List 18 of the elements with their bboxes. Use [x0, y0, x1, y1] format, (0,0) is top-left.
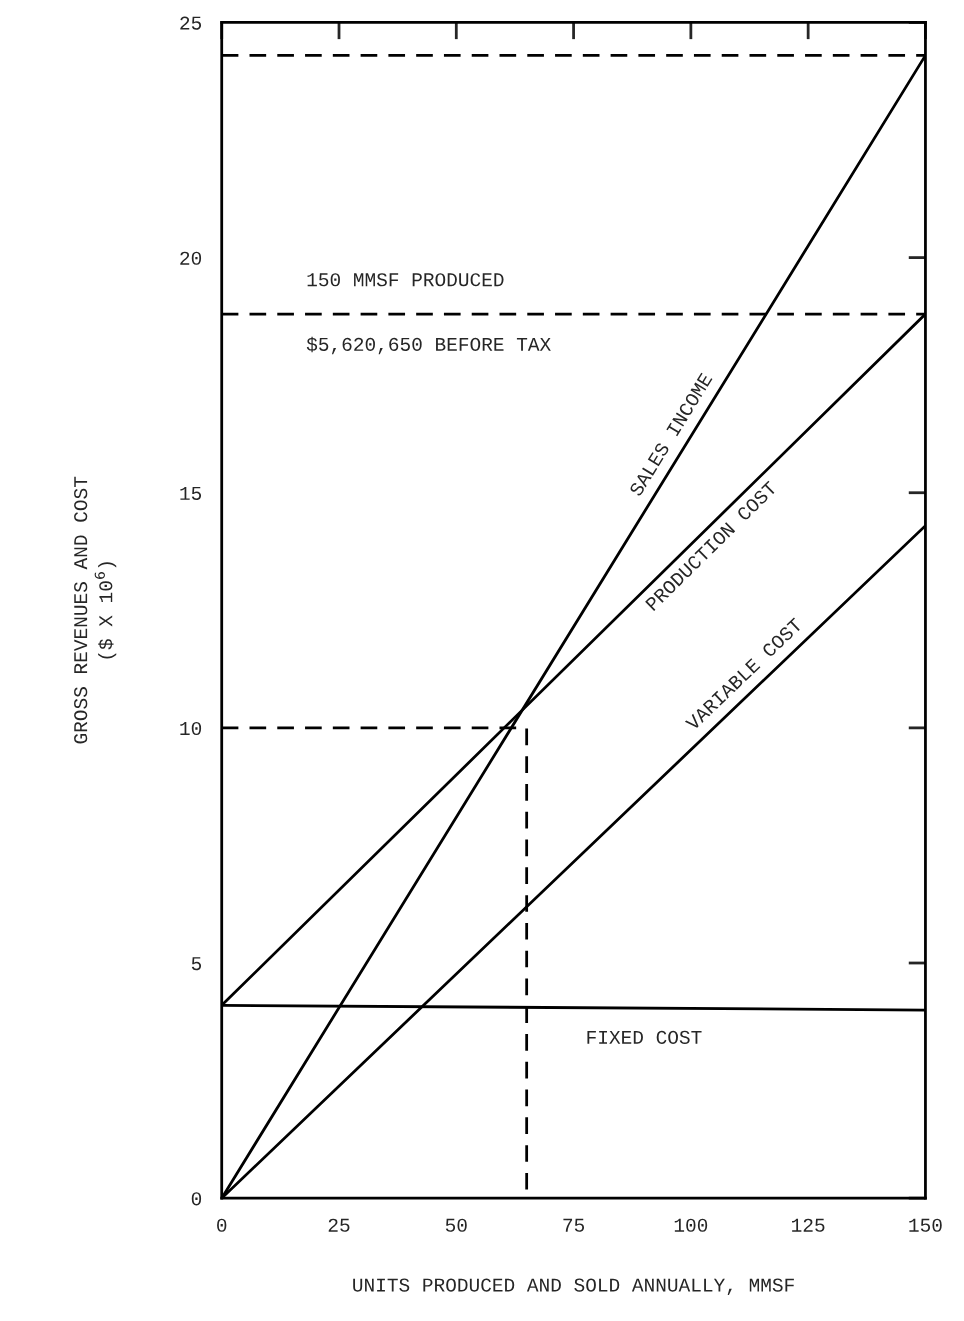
y-tick-label: 20 — [180, 251, 202, 265]
y-tick-label: 25 — [180, 16, 202, 30]
series-label: FIXED COST — [587, 1030, 702, 1044]
y-tick-label: 5 — [191, 957, 202, 971]
x-tick-label: 50 — [445, 1218, 467, 1232]
y-tick-label: 10 — [180, 721, 202, 736]
x-axis-title: UNITS PRODUCED AND SOLD ANNUALLY, MMSF — [353, 1278, 794, 1295]
y-tick-label: 0 — [191, 1192, 202, 1206]
y-axis-title: GROSS REVENUES AND COST ($ X 10$^{6}$) — [74, 476, 117, 744]
x-tick-label: 0 — [217, 1218, 227, 1232]
y-tick-label: 15 — [180, 486, 202, 500]
x-tick-label: 150 — [909, 1218, 942, 1232]
annotation: 150 MMSF PRODUCED — [307, 273, 504, 287]
x-tick-label: 75 — [563, 1218, 585, 1232]
x-tick-label: 100 — [674, 1218, 708, 1232]
annotation: $5,620,650 BEFORE TAX — [306, 336, 551, 355]
x-tick-label: 25 — [328, 1218, 350, 1232]
x-tick-label: 125 — [792, 1218, 825, 1232]
